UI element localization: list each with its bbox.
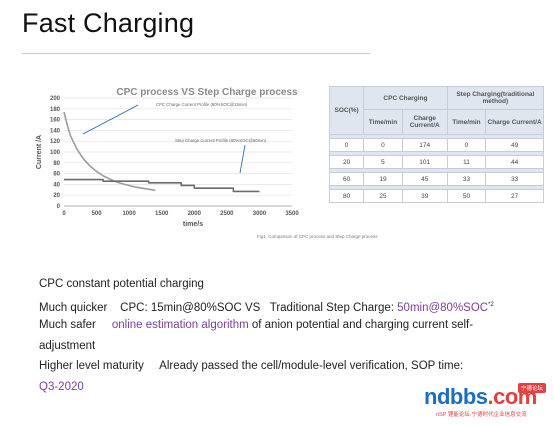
step-current-cell: 49 — [485, 138, 544, 152]
table-row: 0 0 174 0 49 — [328, 138, 544, 152]
maturity-label: Higher level maturity — [39, 360, 144, 372]
x-tick-label: 3500 — [285, 211, 299, 217]
step-series-line — [64, 178, 260, 193]
bullet-safer-cont: adjustment — [39, 336, 494, 357]
soc-cell: 60 — [328, 172, 365, 186]
logo-word-main: ndbbs — [424, 384, 488, 409]
bullet-cpc: CPC constant potential charging — [39, 274, 494, 295]
soc-col-header: SOC(%) — [328, 86, 365, 135]
x-tick-label: 3000 — [253, 211, 267, 217]
cpc-series-label: CPC Charge Current Profile (80%SOC@15min… — [156, 102, 248, 107]
x-tick-label: 1000 — [122, 211, 136, 217]
cpc-time-cell: 19 — [363, 172, 403, 186]
step-current-cell: 33 — [485, 172, 544, 186]
cpc-current-cell: 45 — [401, 172, 448, 186]
bullet-maturity: Higher level maturity Already passed the… — [39, 356, 494, 377]
step-current-header: Charge Current/A — [485, 109, 544, 135]
safer-label: Much safer — [39, 319, 96, 331]
table-row: 80 25 39 50 27 — [328, 189, 544, 203]
step-time-cell: 33 — [446, 172, 487, 186]
cpc-time-cell: 0 — [363, 138, 403, 152]
cpc-group-header: CPC Charging — [363, 86, 448, 110]
y-tick-label: 160 — [50, 118, 61, 124]
cpc-current-cell: 174 — [401, 138, 448, 152]
bullet-cpc-text: CPC constant potential charging — [39, 278, 204, 290]
safer-text: of anion potential and charging current … — [251, 319, 474, 331]
chart-ylabel: Current /A — [36, 135, 43, 169]
step-series-label: Step Charge Current Profile (80%SOC@50mi… — [175, 138, 267, 143]
cpc-current-header: Charge Current/A — [401, 109, 448, 135]
logo-ribbon: 宁德论坛 — [517, 383, 546, 393]
logo-word-tld: .com — [487, 384, 538, 409]
x-tick-label: 2000 — [188, 211, 202, 217]
quicker-cpc: CPC: 15min@80%SOC — [120, 301, 242, 314]
step-series-pointer — [239, 144, 246, 174]
x-tick-label: 0 — [62, 211, 66, 217]
x-tick-label: 1500 — [155, 211, 169, 217]
bullet-sop: Q3-2020 — [39, 377, 494, 398]
y-tick-label: 0 — [57, 204, 61, 210]
y-tick-label: 180 — [50, 107, 61, 113]
step-current-cell: 27 — [485, 189, 544, 203]
safer-highlight: online estimation algorithm — [111, 319, 249, 331]
y-tick-label: 20 — [53, 193, 60, 199]
logo-subtitle: nSP 锂能论坛·宁德时代企业信息交流 — [436, 412, 527, 418]
step-time-cell: 0 — [446, 138, 487, 152]
step-current-cell: 44 — [485, 155, 544, 169]
quicker-trad-value: 50min@80%SOC — [397, 301, 489, 314]
figure-caption: Fig1. Comparison of CPC process and Step… — [257, 234, 378, 239]
y-tick-label: 40 — [53, 182, 60, 188]
key-points: CPC constant potential charging Much qui… — [39, 274, 494, 397]
table-row: 20 5 101 11 44 — [328, 155, 544, 169]
logo-wordmark: ndbbs.com — [424, 384, 537, 410]
soc-cell: 20 — [328, 155, 365, 169]
step-time-cell: 50 — [446, 189, 487, 203]
y-tick-label: 120 — [50, 139, 61, 145]
x-tick-label: 2500 — [220, 211, 234, 217]
cpc-time-header: Time/min — [363, 109, 403, 135]
cpc-time-cell: 5 — [363, 155, 403, 169]
cpc-series-line — [63, 111, 156, 192]
step-group-header: Step Charging(traditional method) — [446, 86, 545, 110]
sop-time: Q3-2020 — [39, 380, 84, 393]
watermark-logo: 宁德论坛 ndbbs.com nSP 锂能论坛·宁德时代企业信息交流 — [418, 380, 548, 422]
chart-title: CPC process VS Step Charge process — [116, 87, 298, 98]
x-tick-label: 500 — [92, 211, 103, 217]
chart-xlabel: time/s — [183, 221, 203, 228]
y-tick-label: 60 — [53, 172, 60, 178]
step-time-cell: 11 — [446, 155, 487, 169]
title-divider — [22, 53, 370, 54]
soc-cell: 80 — [328, 189, 365, 203]
y-tick-label: 200 — [50, 96, 61, 102]
y-tick-label: 140 — [50, 128, 61, 134]
soc-comparison-table: SOC(%) CPC Charging Step Charging(tradit… — [328, 86, 545, 203]
cpc-current-cell: 39 — [401, 189, 448, 203]
y-tick-label: 100 — [50, 150, 61, 156]
safer-continuation: adjustment — [39, 339, 96, 352]
charge-profile-chart: CPC process VS Step Charge process Curre… — [36, 87, 299, 228]
soc-cell: 0 — [328, 138, 365, 152]
quicker-trad: Traditional Step Charge: — [269, 301, 394, 314]
bullet-quicker: Much quicker CPC: 15min@80%SOC VS Tradit… — [39, 295, 494, 316]
y-tick-label: 80 — [53, 161, 60, 167]
quicker-footnote: *2 — [488, 301, 494, 308]
bullet-safer: Much safer online estimation algorithm o… — [39, 315, 494, 336]
maturity-text: Already passed the cell/module-level ver… — [159, 360, 464, 372]
slide-title: Fast Charging — [22, 8, 195, 38]
cpc-series-pointer — [82, 104, 139, 135]
quicker-label: Much quicker — [39, 301, 108, 314]
quicker-vs: VS — [244, 301, 261, 314]
table-row: 60 19 45 33 33 — [328, 172, 544, 186]
cpc-time-cell: 25 — [363, 189, 403, 203]
cpc-current-cell: 101 — [401, 155, 448, 169]
step-time-header: Time/min — [446, 109, 487, 135]
